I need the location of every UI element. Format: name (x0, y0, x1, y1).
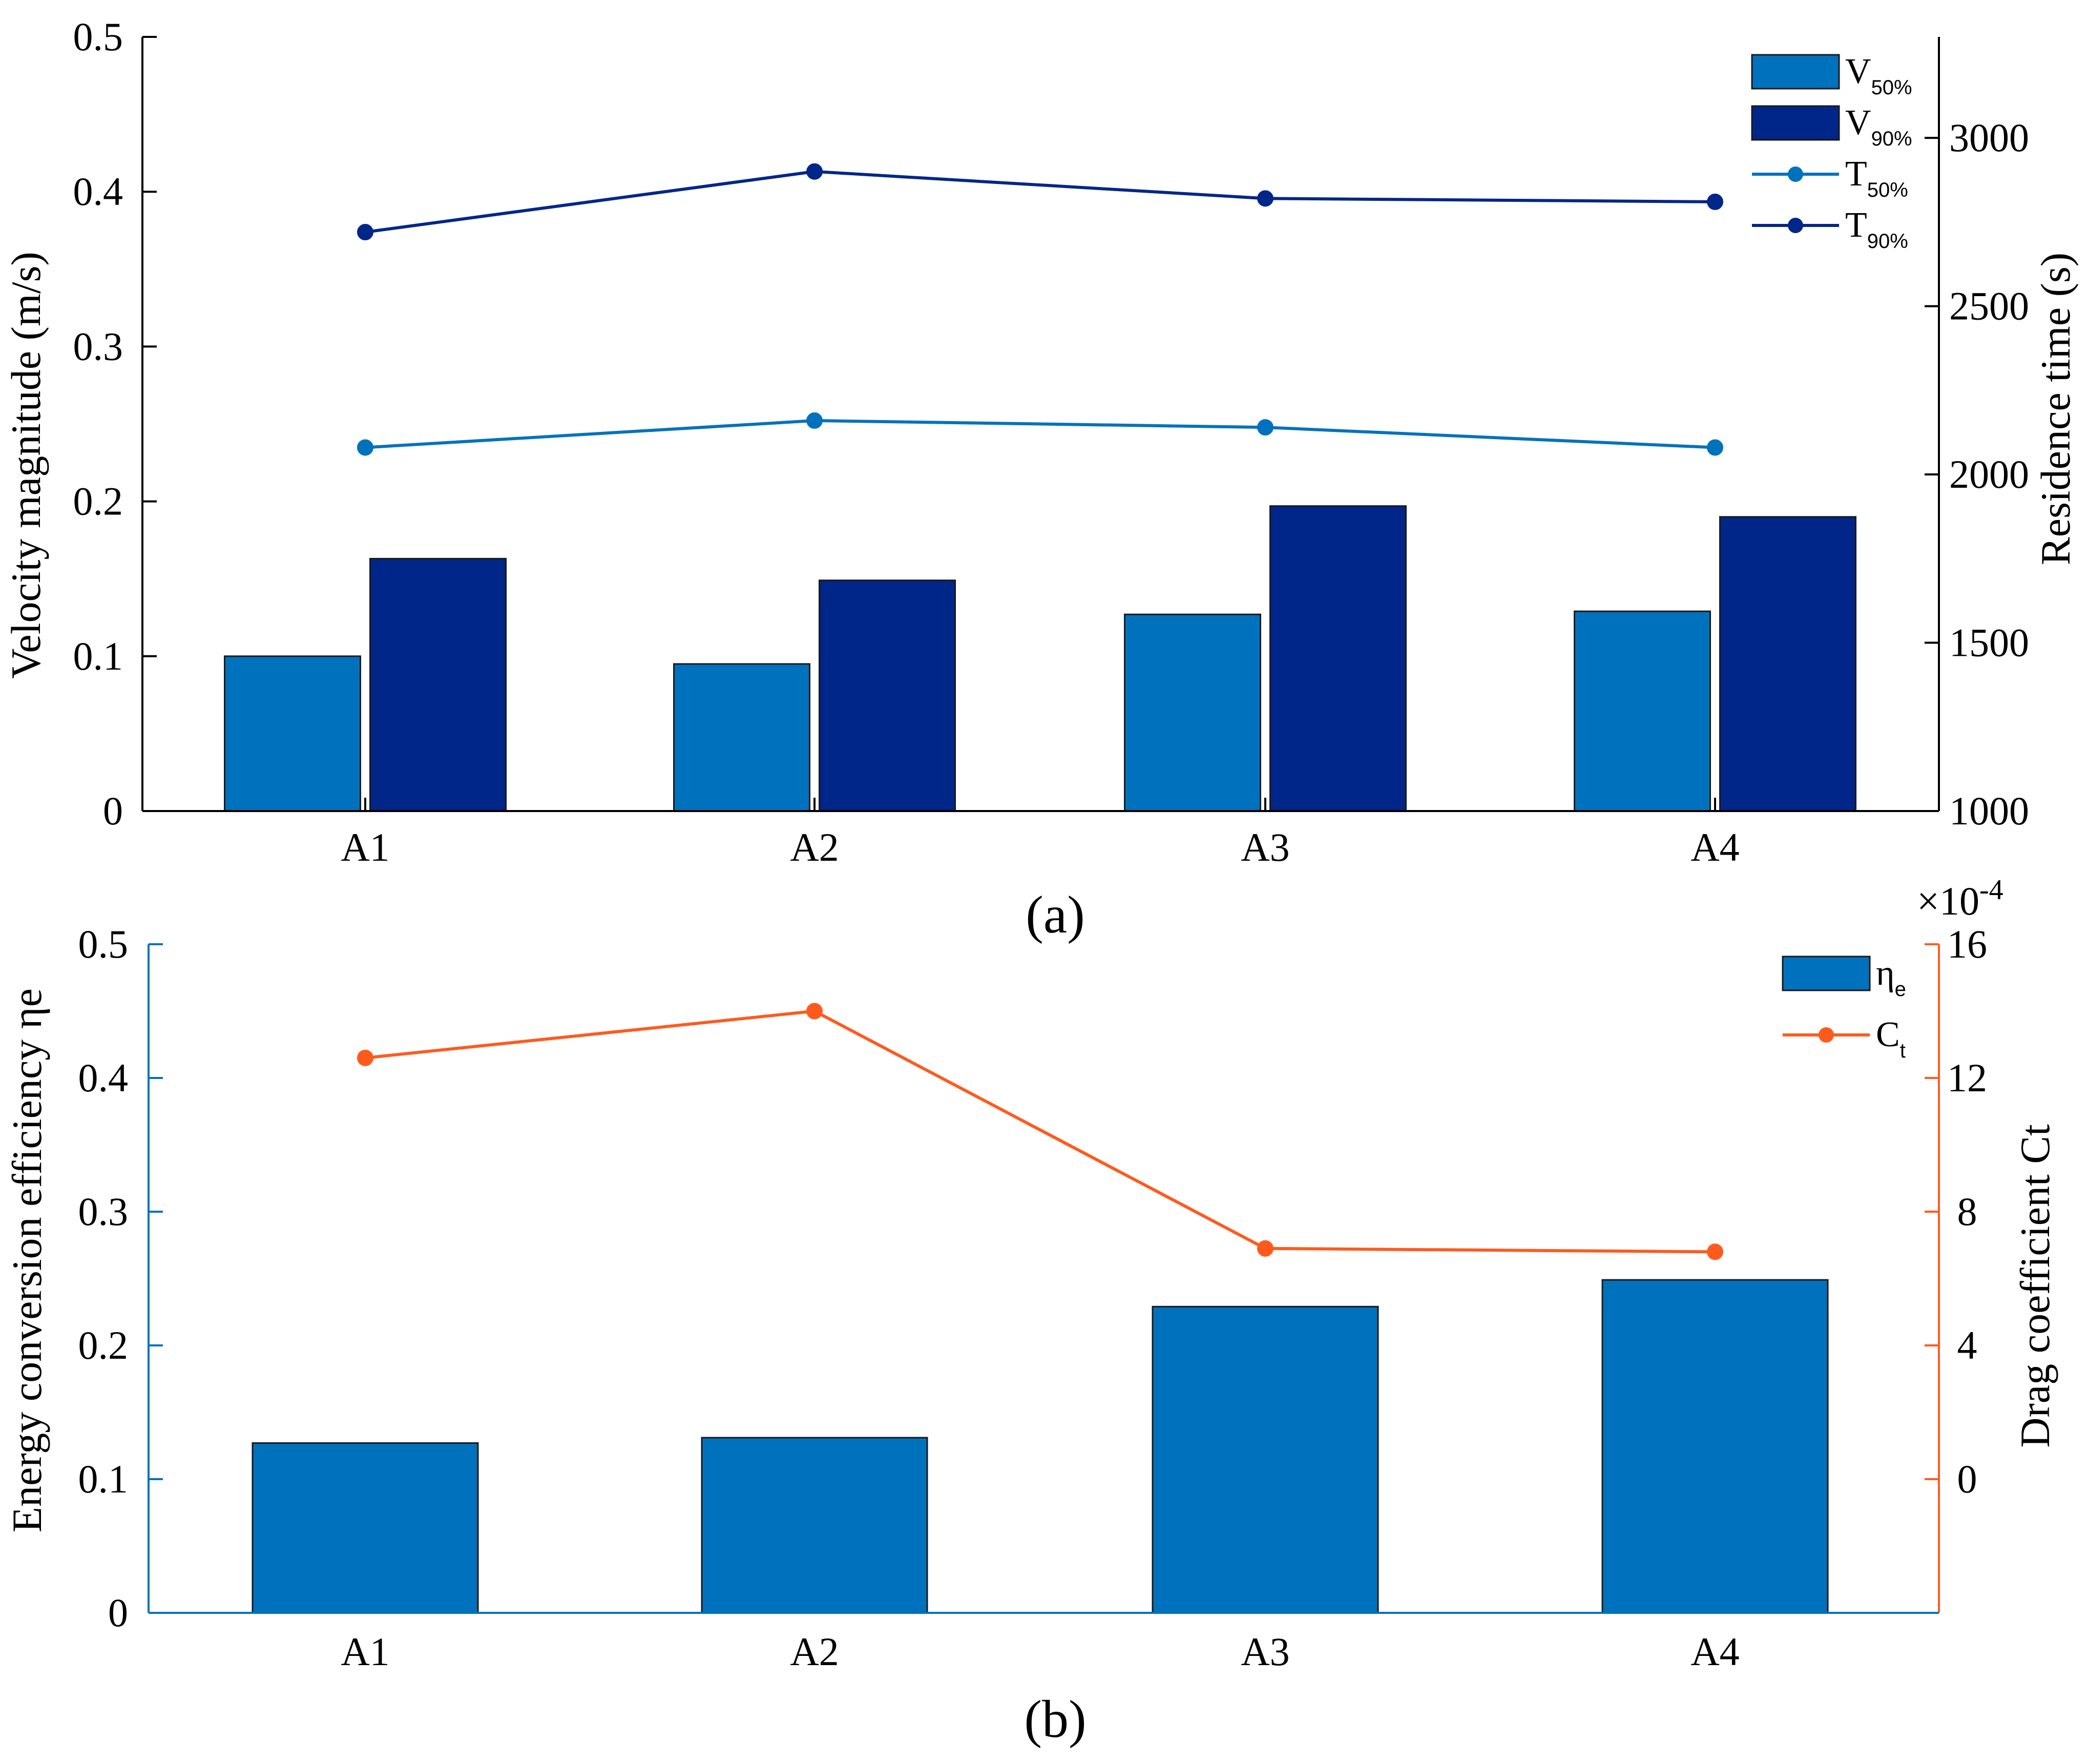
point-T50-A1 (357, 439, 373, 456)
panel-b-right-axis-exponent: ×10-4 (1917, 874, 2003, 923)
right-tick-label: 3000 (1949, 115, 2029, 160)
point-T90-A3 (1257, 190, 1273, 207)
panel-a-x-ticks: A1 A2 A3 A4 (341, 798, 1740, 869)
panel-a-right-axis-label: Residence time (s) (2032, 253, 2079, 565)
panel-b-exponent-base: ×10 (1917, 879, 1979, 923)
left-tick-label: 0.2 (73, 479, 123, 524)
right-tick-label: 4 (1957, 1323, 1977, 1367)
left-tick-label: 0.3 (78, 1189, 129, 1234)
panel-b-right-ticks: 0 4 8 12 16 (1925, 922, 1987, 1501)
right-tick-label: 1500 (1949, 620, 2029, 665)
panel-b-caption: (b) (1024, 1690, 1086, 1749)
right-tick-label: 1000 (1949, 788, 2029, 833)
x-tick-label-A2: A2 (790, 1629, 839, 1674)
point-T50-A4 (1707, 439, 1723, 456)
panel-b-left-ticks: 0 0.1 0.2 0.3 0.4 0.5 (78, 922, 163, 1635)
panel-a-plot-area (224, 163, 1856, 812)
left-tick-label: 0.4 (73, 169, 123, 214)
legend-marker-T50 (1788, 167, 1803, 182)
panel-b-plot-area (252, 1003, 1829, 1614)
x-tick-label-A4: A4 (1690, 825, 1739, 869)
left-tick-label: 0.3 (73, 324, 123, 368)
legend-marker-Ct (1819, 1027, 1834, 1043)
point-T50-A3 (1257, 419, 1273, 436)
x-tick-label-A1: A1 (341, 1629, 389, 1674)
series-line-T50 (365, 419, 1716, 449)
legend-label-T50: T50% (1845, 154, 1908, 201)
legend-label-V90: V90% (1845, 103, 1912, 150)
x-tick-label-A4: A4 (1690, 1629, 1739, 1674)
bar-V90-A4 (1719, 516, 1856, 812)
right-tick-label: 2500 (1949, 284, 2029, 328)
bar-V50-A2 (673, 663, 810, 812)
right-tick-label: 2000 (1949, 452, 2029, 496)
legend-swatch-V90 (1751, 105, 1840, 141)
point-T50-A2 (806, 412, 823, 429)
legend-swatch-e (1782, 956, 1871, 991)
right-tick-label: 16 (1947, 922, 1987, 966)
point-T90-A1 (357, 224, 373, 241)
point-Ct-A1 (357, 1049, 373, 1066)
panel-b: 0 0.1 0.2 0.3 0.4 0.5 0 4 8 12 16 A1 A2 A3 A4 Energy… (4, 874, 2058, 1749)
bar-V50-A4 (1574, 610, 1711, 812)
bar-V90-A2 (819, 579, 956, 812)
panel-a-left-axis-label: Velocity magnitude (m/s) (3, 252, 49, 679)
left-tick-label: 0.4 (78, 1055, 129, 1100)
x-tick-label-A1: A1 (341, 825, 389, 869)
series-line-Ct (365, 1009, 1716, 1254)
bar-V90-A1 (369, 557, 507, 812)
panel-b-x-ticks: A1 A2 A3 A4 (341, 1600, 1740, 1674)
point-Ct-A4 (1707, 1243, 1723, 1260)
panel-a-legend: V50%V90%T50%T90% (1751, 52, 1912, 253)
legend-label-T90: T90% (1845, 205, 1908, 253)
x-tick-label-A3: A3 (1241, 825, 1289, 869)
bar-V50-A3 (1124, 613, 1261, 812)
point-Ct-A3 (1257, 1240, 1273, 1257)
legend-marker-T90 (1788, 218, 1803, 233)
legend-label-Ct: Ct (1876, 1015, 1906, 1062)
panel-a: 0 0.1 0.2 0.3 0.4 0.5 1000 1500 2000 2500 3000 A1… (3, 14, 2079, 944)
left-tick-label: 0.1 (78, 1457, 129, 1501)
legend-label-e: ηe (1876, 953, 1906, 1001)
panel-a-left-ticks: 0 0.1 0.2 0.3 0.4 0.5 (73, 14, 157, 833)
right-tick-label: 8 (1957, 1189, 1977, 1234)
point-T90-A2 (806, 163, 823, 180)
point-Ct-A2 (806, 1003, 823, 1020)
panel-b-exponent-power: -4 (1979, 874, 2003, 906)
panel-b-right-axis-label: Drag coefficient Ct (2012, 1124, 2058, 1448)
x-tick-label-A2: A2 (790, 825, 839, 869)
legend-swatch-V50 (1751, 54, 1840, 90)
bar-e-A2 (701, 1437, 928, 1614)
bar-e-A4 (1601, 1279, 1829, 1614)
bar-V50-A1 (224, 655, 361, 812)
right-tick-label: 12 (1947, 1055, 1987, 1100)
left-tick-label: 0.5 (78, 922, 129, 966)
series-line-T90 (365, 170, 1716, 234)
bar-V90-A3 (1269, 505, 1407, 812)
left-tick-label: 0.2 (78, 1323, 129, 1367)
bar-e-A1 (252, 1442, 479, 1614)
right-tick-label: 0 (1957, 1457, 1977, 1501)
panel-a-caption: (a) (1026, 885, 1084, 944)
point-T90-A4 (1707, 193, 1723, 210)
left-tick-label: 0.1 (73, 634, 123, 678)
x-tick-label-A3: A3 (1241, 1629, 1289, 1674)
panel-a-right-ticks: 1000 1500 2000 2500 3000 (1925, 115, 2029, 833)
panel-b-left-axis-label: Energy conversion efficiency ηe (4, 988, 50, 1532)
left-tick-label: 0 (103, 788, 123, 833)
left-tick-label: 0 (108, 1590, 128, 1635)
bar-e-A3 (1152, 1305, 1379, 1614)
left-tick-label: 0.5 (73, 14, 123, 59)
legend-label-V50: V50% (1845, 52, 1912, 99)
panel-b-legend: ηe Ct (1782, 953, 1906, 1062)
